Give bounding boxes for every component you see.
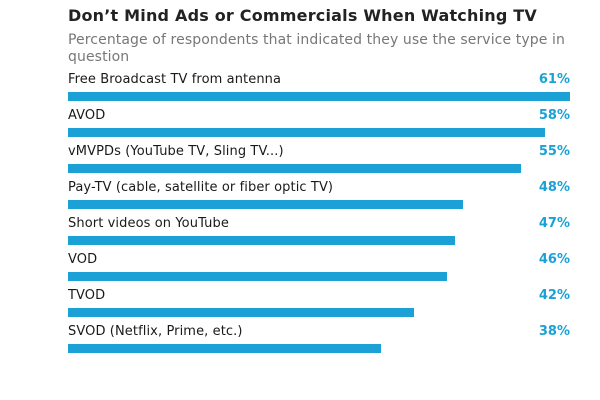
- category-label: AVOD: [68, 108, 106, 123]
- data-label: 47%: [538, 216, 570, 231]
- bar: [68, 272, 447, 281]
- bar-track: [68, 92, 570, 101]
- data-label: 46%: [538, 252, 570, 267]
- bar: [68, 236, 455, 245]
- bar-chart: Don’t Mind Ads or Commercials When Watch…: [68, 6, 570, 358]
- bar: [68, 200, 464, 209]
- bar-row: AVOD 58%: [68, 106, 570, 142]
- bar-track: [68, 308, 570, 317]
- category-label: TVOD: [68, 288, 106, 303]
- data-label: 38%: [538, 324, 570, 339]
- chart-subtitle: Percentage of respondents that indicated…: [68, 32, 565, 65]
- category-label: Short videos on YouTube: [68, 216, 229, 231]
- chart-title: Don’t Mind Ads or Commercials When Watch…: [68, 6, 537, 25]
- bar-row: Free Broadcast TV from antenna 61%: [68, 70, 570, 106]
- bar: [68, 128, 546, 137]
- bar: [68, 164, 521, 173]
- data-label: 48%: [538, 180, 570, 195]
- bar-track: [68, 344, 570, 353]
- bar-track: [68, 236, 570, 245]
- category-label: Pay-TV (cable, satellite or fiber optic …: [68, 180, 334, 195]
- bar-row: vMVPDs (YouTube TV, Sling TV...) 55%: [68, 142, 570, 178]
- chart-rows: Free Broadcast TV from antenna 61% AVOD 58%…: [68, 70, 570, 358]
- data-label: 42%: [538, 288, 570, 303]
- data-label: 58%: [538, 108, 570, 123]
- data-label: 55%: [538, 144, 570, 159]
- data-label: 61%: [538, 72, 570, 87]
- bar-row: Pay-TV (cable, satellite or fiber optic …: [68, 178, 570, 214]
- bar-row: SVOD (Netflix, Prime, etc.) 38%: [68, 322, 570, 358]
- bar: [68, 308, 414, 317]
- bar-row: VOD 46%: [68, 250, 570, 286]
- bar: [68, 344, 381, 353]
- bar-track: [68, 128, 570, 137]
- bar-track: [68, 272, 570, 281]
- bar-track: [68, 200, 570, 209]
- category-label: Free Broadcast TV from antenna: [68, 72, 282, 87]
- category-label: SVOD (Netflix, Prime, etc.): [68, 324, 243, 339]
- category-label: VOD: [68, 252, 98, 267]
- bar-track: [68, 164, 570, 173]
- bar-row: TVOD 42%: [68, 286, 570, 322]
- bar: [68, 92, 570, 101]
- category-label: vMVPDs (YouTube TV, Sling TV...): [68, 144, 284, 159]
- bar-row: Short videos on YouTube 47%: [68, 214, 570, 250]
